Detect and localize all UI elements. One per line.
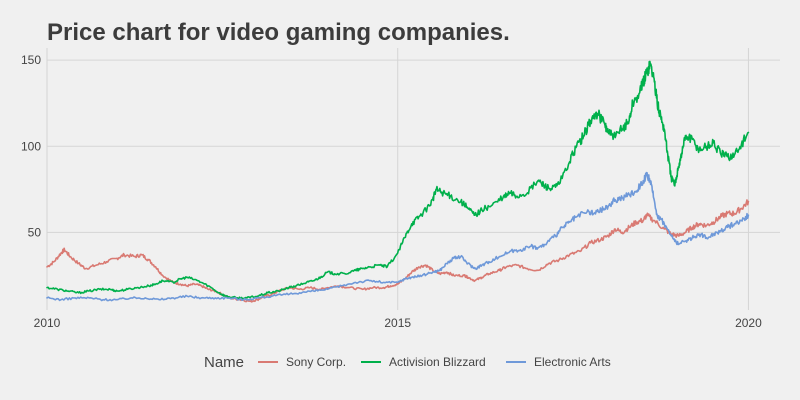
x-tick-label: 2010	[34, 316, 61, 330]
legend: Name Sony Corp. Activision Blizzard Electro…	[204, 354, 611, 371]
grid-lines	[46, 48, 780, 310]
x-tick-label: 2020	[735, 316, 762, 330]
y-tick-label: 100	[21, 139, 41, 153]
legend-label: Activision Blizzard	[389, 355, 486, 369]
series-path	[46, 60, 750, 300]
legend-label: Electronic Arts	[534, 355, 611, 369]
legend-label: Sony Corp.	[286, 355, 346, 369]
y-tick-label: 150	[21, 53, 41, 67]
series-path	[46, 199, 750, 303]
axis-tick-labels: 2010 2015 2020 50 100 150	[21, 53, 762, 330]
series-line-activision-blizzard	[46, 60, 750, 300]
chart-title: Price chart for video gaming companies.	[47, 19, 510, 46]
series-lines	[46, 60, 750, 303]
series-line-electronic-arts	[46, 171, 750, 302]
legend-title: Name	[204, 354, 244, 371]
series-path	[46, 171, 750, 302]
y-tick-label: 50	[28, 225, 42, 239]
series-line-sony-corp	[46, 199, 750, 303]
x-tick-label: 2015	[384, 316, 411, 330]
